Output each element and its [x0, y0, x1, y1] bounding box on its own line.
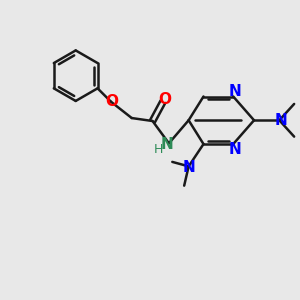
Text: O: O [105, 94, 118, 109]
Text: N: N [160, 137, 173, 152]
Text: H: H [154, 143, 163, 156]
Text: O: O [158, 92, 171, 107]
Text: N: N [228, 84, 241, 99]
Text: N: N [228, 142, 241, 157]
Text: N: N [274, 113, 287, 128]
Text: N: N [182, 160, 195, 175]
